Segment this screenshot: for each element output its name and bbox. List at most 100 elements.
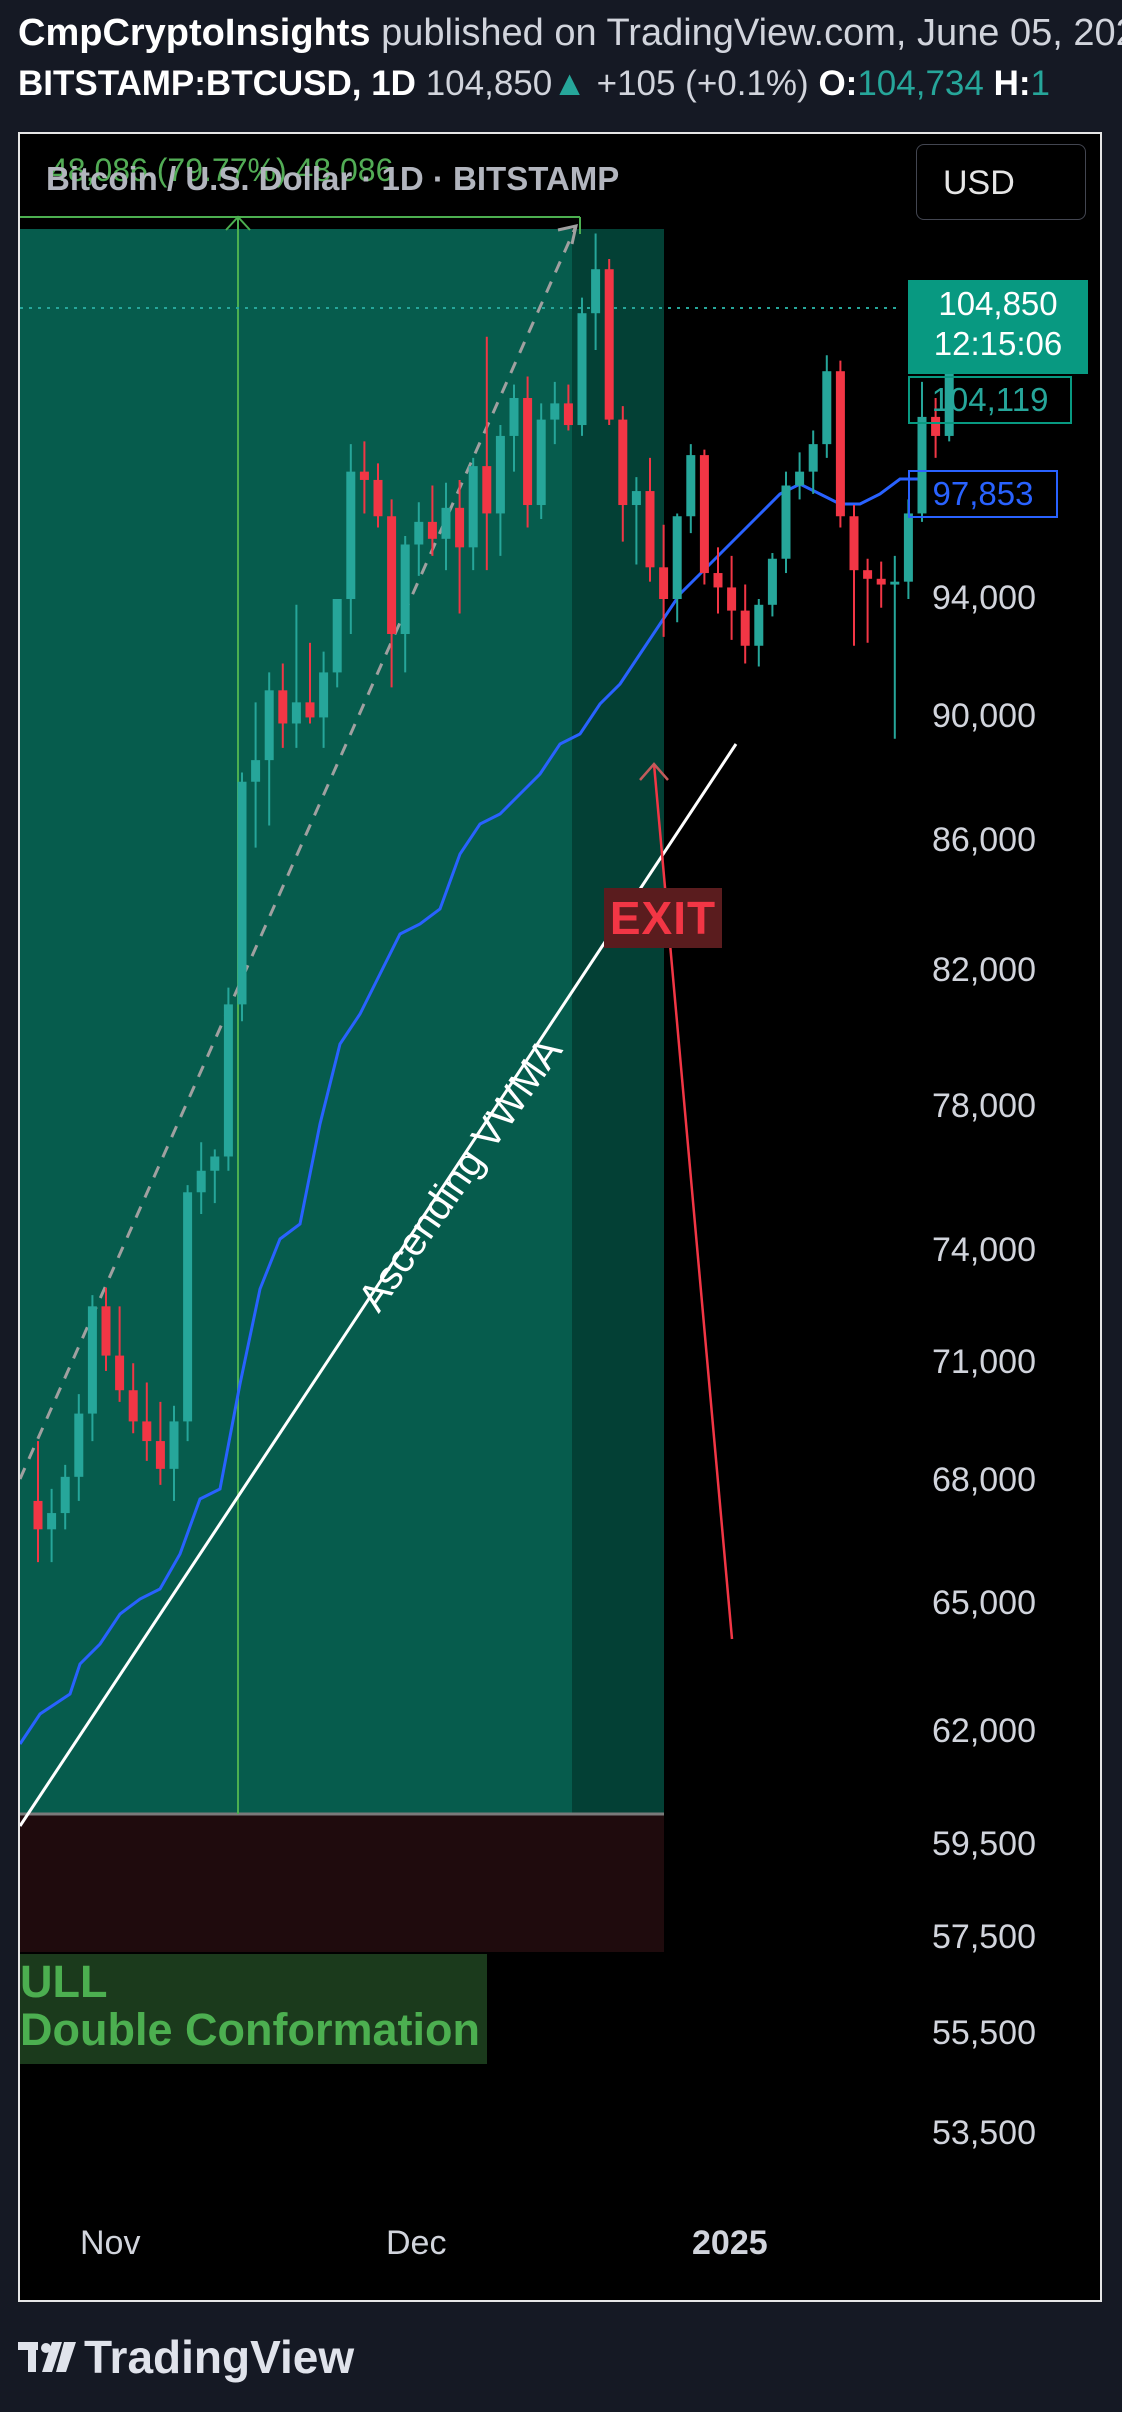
candle-body [101,1306,111,1356]
candle [618,406,628,542]
candles-group [33,233,954,1563]
candle-body [441,507,451,539]
candle [849,505,859,646]
candle [128,1363,138,1434]
high-label: H: [993,64,1031,103]
candle [917,381,927,522]
candle-body [169,1421,179,1469]
candle-body [509,397,519,436]
candle-body [155,1441,165,1469]
candle-body [835,371,845,517]
candle-body [319,672,329,718]
candle-body [536,419,546,506]
author-name[interactable]: CmpCryptoInsights [18,12,371,54]
candle [740,584,750,664]
exit-arrow-icon [639,762,669,781]
candle [319,651,329,748]
candle [523,376,533,528]
candle-body [223,1004,233,1157]
tradingview-logo[interactable]: TradingView [18,2330,354,2384]
candle [305,642,315,724]
candle-body [196,1170,206,1193]
candle [264,672,274,826]
candle-body [455,507,465,548]
candle-body [346,471,356,599]
chart-frame[interactable]: 48,086 (79.77%) 48,086 Bitcoin / U.S. Do… [18,132,1102,2302]
candle [74,1394,84,1501]
countdown-value: 12:15:06 [933,324,1063,362]
candle-body [672,516,682,599]
candle-body [183,1192,193,1422]
trade-zone [20,229,664,1814]
candle-body [781,485,791,559]
candle-body [291,702,301,724]
candle [346,444,356,634]
candle-body [767,558,777,605]
candle-body [128,1390,138,1422]
candle [550,381,560,445]
candle [495,425,505,556]
header-line-2: BITSTAMP:BTCUSD, 1D 104,850▲ +105 (+0.1%… [18,64,1050,104]
candle-body [237,781,247,1005]
candle [47,1488,57,1563]
candle-body [278,690,288,724]
candle-body [33,1500,43,1530]
candle [727,555,737,640]
candle-body [604,269,614,420]
range-measure-label: 48,086 (79.77%) 48,086 [50,152,394,188]
price-tick-label: 68,000 [932,1460,1036,1499]
candle [686,444,696,534]
price-change: +105 (+0.1%) [596,64,809,103]
candle [237,772,247,1022]
header-line-1: CmpCryptoInsights published on TradingVi… [18,12,1122,55]
symbol-label: BITSTAMP:BTCUSD, 1D [18,64,416,103]
vwma-price-box: 97,853 [908,470,1058,518]
candle [291,604,301,748]
candle-body [495,435,505,514]
candle [468,457,478,571]
candle-body [795,471,805,486]
chart-svg[interactable] [20,134,1102,2302]
candle-body [115,1355,125,1391]
candle-body [577,313,587,426]
candle-body [400,544,410,634]
candle-body [727,587,737,611]
price-tick-label: 57,500 [932,1917,1036,1956]
price-tick-label: 65,000 [932,1583,1036,1622]
candle [699,449,709,585]
candle [645,457,655,582]
candle-body [251,760,261,782]
candle [604,258,614,426]
candle [101,1287,111,1371]
candle-body [686,455,696,517]
candle [142,1382,152,1461]
candle-body [863,570,873,579]
tradingview-logo-icon [18,2342,76,2372]
candle [863,558,873,643]
currency-selector[interactable]: USD [916,144,1086,220]
candle-body [373,479,383,517]
last-price: 104,850 [425,64,553,103]
high-value: 1 [1030,64,1051,103]
candle [414,502,424,576]
last-price-box: 104,850 12:15:06 [908,280,1088,374]
candle [591,233,601,350]
candle-body [210,1156,220,1171]
candle [767,553,777,617]
up-triangle-icon: ▲ [552,64,587,103]
candle [781,471,791,574]
candle-body [359,471,369,480]
bull-label-line2: Double Conformation [20,2004,480,2055]
candle [563,384,573,431]
candle [659,524,669,637]
candle-body [591,269,601,314]
candle-body [482,466,492,514]
chart-legend[interactable]: Bitcoin / U.S. Dollar · 1D · BITSTAMP [46,160,620,197]
bull-label-line1: ULL [20,1956,108,2007]
price-tick-label: 74,000 [932,1230,1036,1269]
candle-body [618,419,628,506]
candle [223,987,233,1171]
candle [441,482,451,571]
open-label: O: [818,64,858,103]
candle [754,599,764,667]
